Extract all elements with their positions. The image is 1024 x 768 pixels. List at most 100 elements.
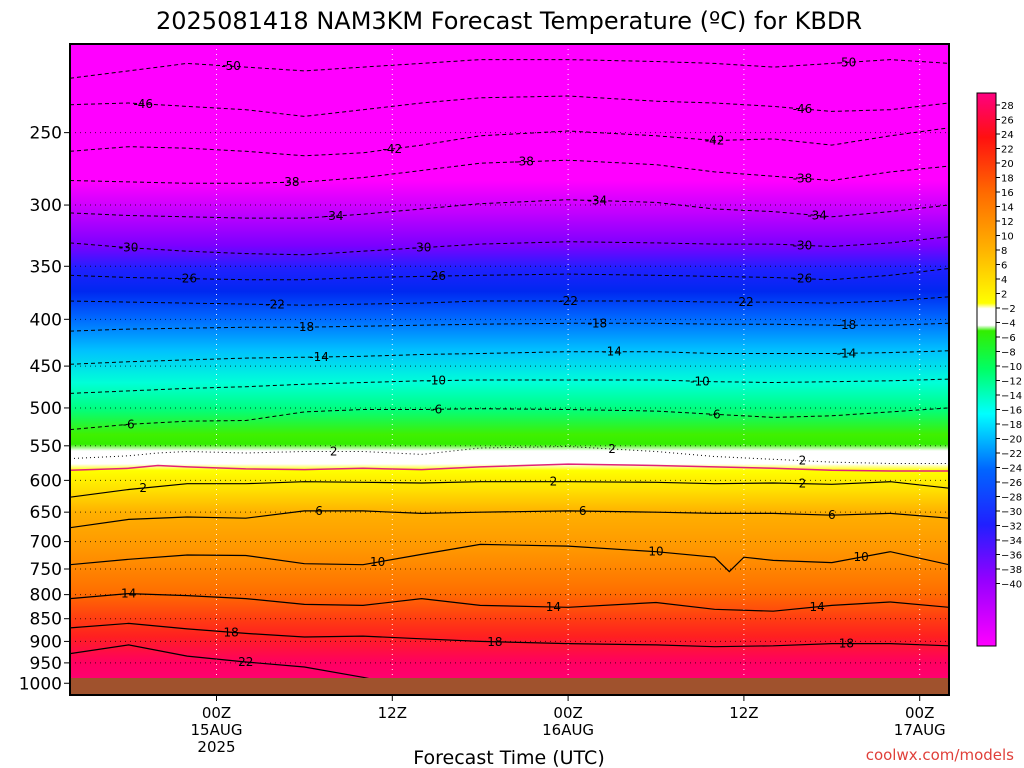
contour-label: 2 (139, 481, 147, 495)
colorbar-tick-label: 6 (1001, 261, 1007, 272)
colorbar-tick-label: −12 (1001, 377, 1022, 388)
pressure-tick-label: 850 (30, 610, 62, 630)
time-tick-sublabel: 2025 (197, 738, 235, 756)
contour-label: -46 (133, 97, 153, 111)
colorbar-tick-label: 24 (1001, 130, 1014, 141)
contour-label: -42 (382, 142, 402, 156)
pressure-tick-label: 800 (30, 586, 62, 606)
contour-label: -38 (280, 175, 300, 189)
contour-label: -14 (602, 345, 622, 359)
plot-frame (69, 43, 950, 696)
pressure-tick-label: 500 (30, 399, 62, 419)
contour-line-positive (70, 622, 949, 648)
credit-link[interactable]: coolwx.com/models (866, 746, 1014, 764)
time-tick-label: 12Z (378, 704, 407, 722)
contour-label: 18 (487, 635, 502, 649)
colorbar-ticks: 28 26 24 22 20 18 16 14 12 10 8 6 4 2 −2 −4 −6 −8 −10 −12 −1… (996, 101, 1022, 591)
contour-line-negative (70, 236, 949, 256)
colorbar-tick-label: 4 (1001, 275, 1007, 286)
pressure-tick-label: 450 (30, 357, 62, 377)
pressure-tick-label: 600 (30, 471, 62, 491)
contour-label: -14 (309, 350, 329, 364)
colorbar-tick-label: −40 (1001, 580, 1022, 591)
contour-labels: -50 -50 -46 -46 -42 -42 -38 -38 -38 -34 -34 -34 -30 -… (119, 55, 869, 669)
contour-label: -26 (793, 272, 813, 286)
colorbar-tick-label: −20 (1001, 435, 1022, 446)
contour-label: -6 (709, 407, 721, 421)
colorbar-tick-label: −30 (1001, 507, 1022, 518)
contour-label: 10 (370, 555, 385, 569)
colorbar-tick-label: −6 (1001, 333, 1016, 344)
contour-label: -38 (514, 155, 534, 169)
contour-label: 2 (799, 454, 807, 468)
pressure-tick-label: 950 (30, 654, 62, 674)
contour-label: -22 (558, 294, 578, 308)
contour-label: -30 (793, 238, 813, 252)
pressure-tick-label: 350 (30, 257, 62, 277)
colorbar-tick-label: 20 (1001, 159, 1014, 170)
contour-label: 10 (648, 545, 663, 559)
pressure-tick-label: 900 (30, 632, 62, 652)
time-tick-label: 00Z (905, 704, 934, 722)
grid (70, 44, 949, 695)
contour-line-negative (70, 407, 949, 431)
contour-label: 6 (315, 504, 323, 518)
contour-label: 2 (550, 475, 558, 489)
contour-line-positive (70, 481, 949, 498)
plot-area: -50 -50 -46 -46 -42 -42 -38 -38 -38 -34 -34 -34 -30 -… (70, 44, 949, 695)
time-tick-sublabel: 15AUG (191, 721, 243, 739)
contour-label: 6 (579, 504, 587, 518)
contour-label: 2 (799, 477, 807, 491)
pressure-tick-label: 750 (30, 560, 62, 580)
colorbar-tick-label: −28 (1001, 493, 1022, 504)
colorbar-tick-label: 14 (1001, 203, 1014, 214)
contour-line-positive (70, 592, 949, 612)
contour-label: -30 (412, 241, 432, 255)
contour-line-negative (70, 378, 949, 394)
time-tick-label: 12Z (729, 704, 758, 722)
contour-label: -34 (588, 194, 608, 208)
time-tick-label: 00Z (553, 704, 582, 722)
contour-label: 22 (238, 655, 253, 669)
pressure-axis: 2503003504004505005506006507007508008509… (19, 124, 70, 694)
contour-label: -38 (793, 171, 813, 185)
colorbar-tick-label: −8 (1001, 348, 1016, 359)
contour-line-negative (70, 127, 949, 157)
contour-label: -34 (807, 209, 827, 223)
colorbar-tick-label: 26 (1001, 116, 1014, 127)
contour-label: 6 (828, 508, 836, 522)
contour-label: 2 (608, 442, 616, 456)
x-axis-label: Forecast Time (UTC) (413, 747, 604, 768)
colorbar-tick-label: −38 (1001, 565, 1022, 576)
contour-label: -22 (734, 295, 754, 309)
contour-label: -26 (177, 272, 197, 286)
freezing-line (70, 463, 949, 472)
contour-line-negative (70, 268, 949, 281)
colorbar-tick-label: 22 (1001, 145, 1014, 156)
colorbar-tick-label: −4 (1001, 319, 1016, 330)
temperature-fill (70, 44, 949, 695)
contour-line-negative (70, 350, 949, 365)
time-tick-sublabel: 16AUG (542, 721, 594, 739)
colorbar-tick-label: −24 (1001, 464, 1022, 475)
contour-label: 2 (330, 445, 338, 459)
time-tick-label: 00Z (202, 704, 231, 722)
contour-label: -46 (793, 102, 813, 116)
colorbar-tick-label: −22 (1001, 449, 1022, 460)
contour-label: -50 (837, 55, 857, 69)
colorbar-tick-label: −26 (1001, 478, 1022, 489)
pressure-tick-label: 650 (30, 503, 62, 523)
pressure-tick-label: 1000 (19, 674, 62, 694)
time-tick-sublabel: 17AUG (894, 721, 946, 739)
contour-label: -6 (430, 402, 442, 416)
contour-label: -10 (426, 374, 446, 388)
contour-label: -18 (295, 320, 315, 334)
contour-line-negative (70, 296, 949, 306)
colorbar-tick-label: −34 (1001, 536, 1022, 547)
pressure-tick-label: 550 (30, 437, 62, 457)
colorbar-tick-label: 12 (1001, 217, 1014, 228)
contour-label: -18 (837, 318, 857, 332)
colorbar-tick-label: −16 (1001, 406, 1022, 417)
